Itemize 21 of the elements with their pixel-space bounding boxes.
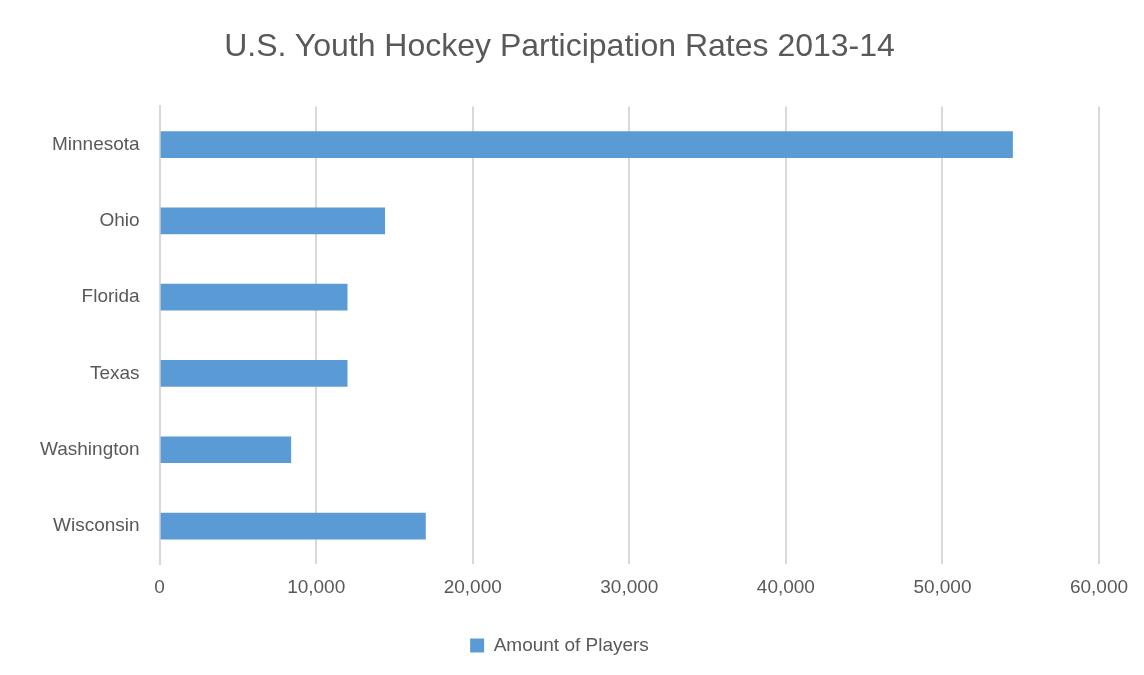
bar — [160, 512, 426, 540]
y-tick-label: Washington — [39, 437, 140, 459]
legend-label: Amount of Players — [493, 633, 649, 655]
bar — [160, 131, 1013, 158]
x-tick-label: 40,000 — [756, 575, 815, 597]
x-tick-label: 10,000 — [287, 575, 346, 597]
chart-title: U.S. Youth Hockey Participation Rates 2013-14 — [224, 27, 895, 64]
x-tick-label: 60,000 — [1069, 575, 1129, 597]
y-tick-label: Minnesota — [51, 132, 141, 154]
x-tick-label: 20,000 — [443, 575, 502, 597]
bar — [160, 360, 348, 387]
x-tick-label: 30,000 — [600, 575, 659, 597]
y-tick-label: Ohio — [99, 209, 140, 231]
y-tick-label: Wisconsin — [53, 514, 140, 536]
y-tick-label: Florida — [81, 285, 141, 307]
bar — [160, 283, 348, 311]
bar — [160, 436, 292, 464]
bar — [160, 207, 386, 235]
x-tick-label: 0 — [154, 575, 165, 597]
y-tick-label: Texas — [89, 361, 140, 383]
x-tick-label: 50,000 — [913, 575, 972, 597]
